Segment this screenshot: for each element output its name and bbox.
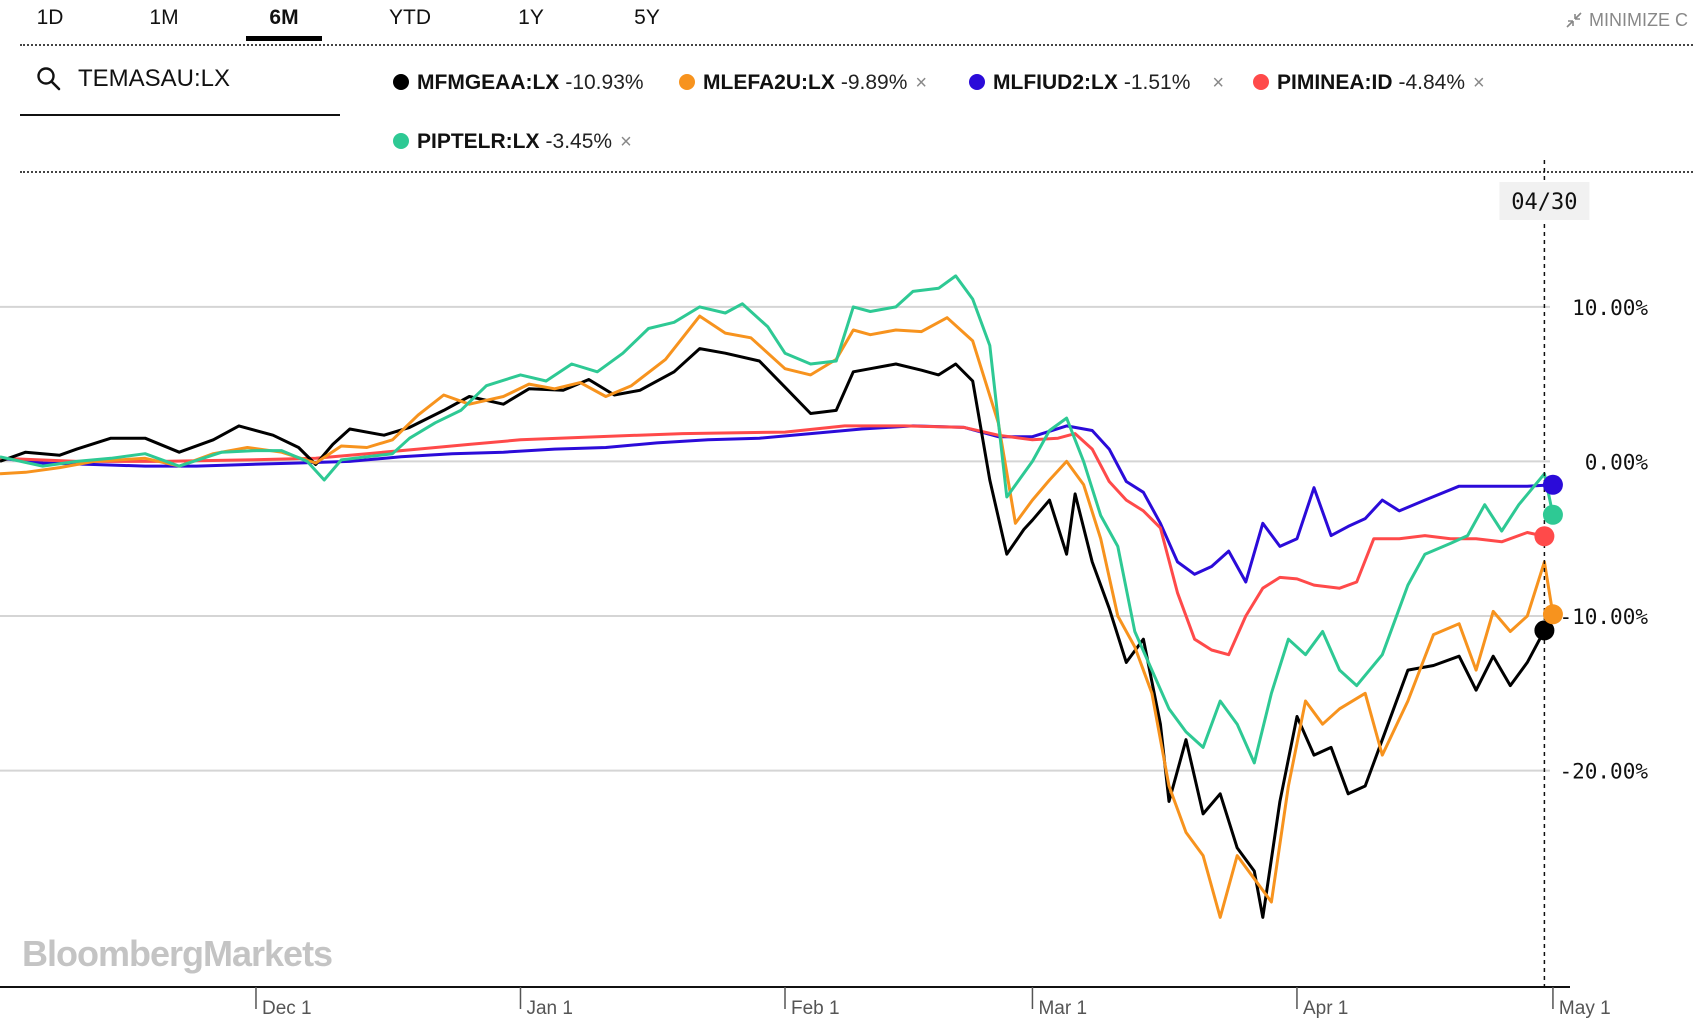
remove-series-icon[interactable]: × [1212, 72, 1225, 94]
legend-change: -4.84% [1398, 71, 1466, 94]
tab-6m[interactable]: 6M [246, 4, 322, 41]
tab-1y[interactable]: 1Y [518, 6, 544, 29]
legend-symbol[interactable]: PIMINEA:ID [1277, 71, 1393, 94]
series-end-marker [1542, 474, 1563, 495]
legend-symbol[interactable]: PIPTELR:LX [417, 130, 540, 153]
legend-dot [1253, 74, 1269, 90]
legend-symbol[interactable]: MLEFA2U:LX [703, 71, 835, 94]
tab-1d[interactable]: 1D [36, 6, 64, 29]
legend-change: -9.89% [840, 71, 908, 94]
legend-item-mlfiud2: MLFIUD2:LX -1.51% × [969, 68, 1224, 98]
series-line-mlfiud2-lx[interactable] [0, 424, 1553, 584]
crosshair-date-box [1499, 182, 1590, 220]
series-line-piminea-id[interactable] [0, 424, 1545, 657]
x-tick-label: Dec 1 [262, 998, 312, 1019]
remove-series-icon[interactable]: × [620, 131, 632, 153]
x-tick-label: Jan 1 [526, 998, 572, 1019]
legend-change: -3.45% [545, 130, 613, 153]
y-axis: 10.00% 0.00% -10.00% -20.00% [1559, 296, 1648, 784]
search-box[interactable]: TEMASAU:LX [20, 58, 340, 116]
tabs-divider [20, 44, 1693, 46]
minimize-button[interactable]: MINIMIZE C [1565, 6, 1693, 34]
series-line-piptelr-lx[interactable] [0, 274, 1555, 765]
series-line-mlefa2u-lx[interactable] [0, 314, 1555, 919]
y-tick-label: -10.00% [1559, 605, 1648, 629]
series-line-mfmgeaa-lx[interactable] [0, 347, 1546, 919]
x-tick-label: Mar 1 [1038, 998, 1087, 1019]
tab-1m[interactable]: 1M [149, 6, 179, 29]
range-tabs: 1D 1M 6M YTD 1Y 5Y MINIMIZE C [0, 0, 1693, 44]
search-input[interactable]: TEMASAU:LX [78, 65, 231, 92]
crosshair-date-label: 04/30 [1511, 190, 1577, 215]
x-axis: Dec 1 Jan 1 Feb 1 Mar 1 Apr 1 May 1 [0, 986, 1611, 1019]
tab-ytd[interactable]: YTD [389, 6, 431, 29]
series-end-marker [1542, 604, 1563, 625]
legend-dot [393, 133, 409, 149]
series-end-marker [1542, 504, 1563, 525]
remove-series-icon[interactable]: × [915, 72, 928, 94]
minimize-label: MINIMIZE C [1589, 10, 1688, 30]
remove-series-icon[interactable]: × [1473, 72, 1485, 94]
x-tick-label: Apr 1 [1303, 998, 1348, 1019]
legend-change: -1.51% [1123, 71, 1191, 94]
legend-item-piminea: PIMINEA:ID -4.84% × [1253, 68, 1485, 98]
series-lines [0, 274, 1555, 919]
legend-item-mfmgeaa: MFMGEAA:LX -10.93% [393, 68, 644, 98]
legend-symbol[interactable]: MFMGEAA:LX [417, 71, 560, 94]
series-end-markers [1534, 474, 1563, 641]
legend-dot [679, 74, 695, 90]
y-tick-label: 0.00% [1585, 450, 1649, 474]
x-tick-label: May 1 [1559, 998, 1611, 1019]
y-tick-label: 10.00% [1572, 296, 1648, 320]
legend-item-piptelr: PIPTELR:LX -3.45% × [393, 127, 632, 157]
x-tick-label: Feb 1 [791, 998, 840, 1019]
legend-divider [20, 171, 1693, 173]
series-end-marker [1534, 620, 1555, 641]
tab-5y[interactable]: 5Y [634, 6, 660, 29]
legend-dot [969, 74, 985, 90]
crosshair: 04/30 [1499, 160, 1590, 987]
minimize-icon [1566, 12, 1582, 28]
legend-dot [393, 74, 409, 90]
series-end-marker [1534, 526, 1555, 547]
line-chart[interactable]: BloombergMarkets 04/30 10.00% 0.00% -10.00… [0, 160, 1693, 1033]
search-icon [37, 67, 61, 91]
legend-symbol[interactable]: MLFIUD2:LX [993, 71, 1118, 94]
y-tick-label: -20.00% [1559, 760, 1648, 784]
legend-item-mlefa2u: MLEFA2U:LX -9.89% × [679, 68, 927, 98]
legend-change: -10.93% [565, 71, 644, 94]
bloomberg-logo: BloombergMarkets [22, 933, 332, 974]
